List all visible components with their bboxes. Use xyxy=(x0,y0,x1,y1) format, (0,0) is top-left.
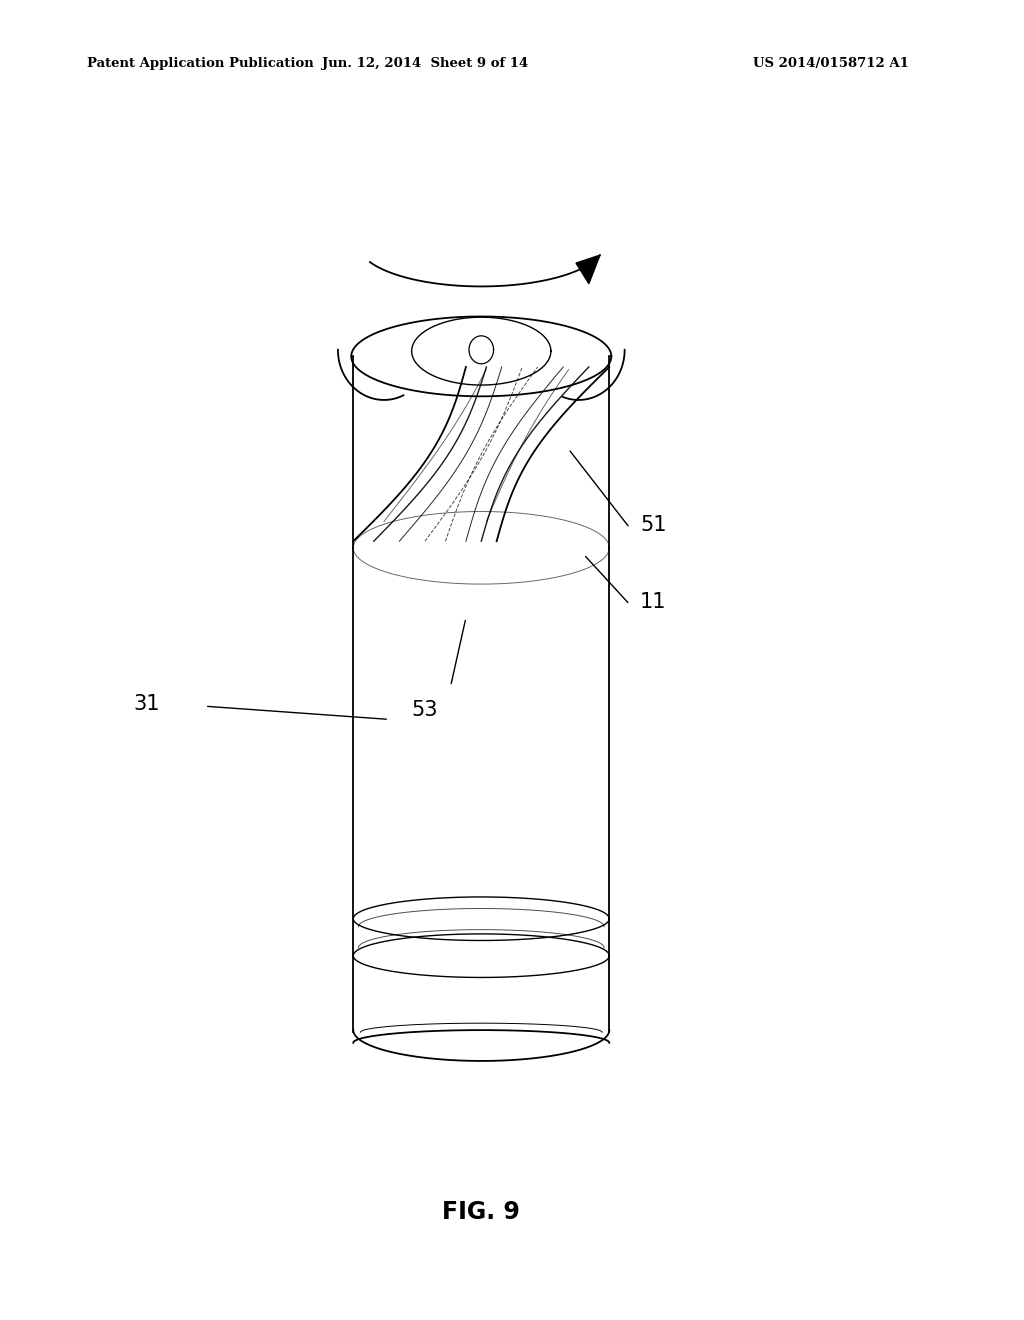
Text: 53: 53 xyxy=(412,700,438,721)
Text: Patent Application Publication: Patent Application Publication xyxy=(87,57,313,70)
Text: 51: 51 xyxy=(640,515,667,536)
Polygon shape xyxy=(577,255,600,284)
Text: 11: 11 xyxy=(640,591,667,612)
Text: US 2014/0158712 A1: US 2014/0158712 A1 xyxy=(753,57,908,70)
Text: 31: 31 xyxy=(133,693,160,714)
Text: FIG. 9: FIG. 9 xyxy=(442,1200,520,1224)
Text: Jun. 12, 2014  Sheet 9 of 14: Jun. 12, 2014 Sheet 9 of 14 xyxy=(322,57,528,70)
